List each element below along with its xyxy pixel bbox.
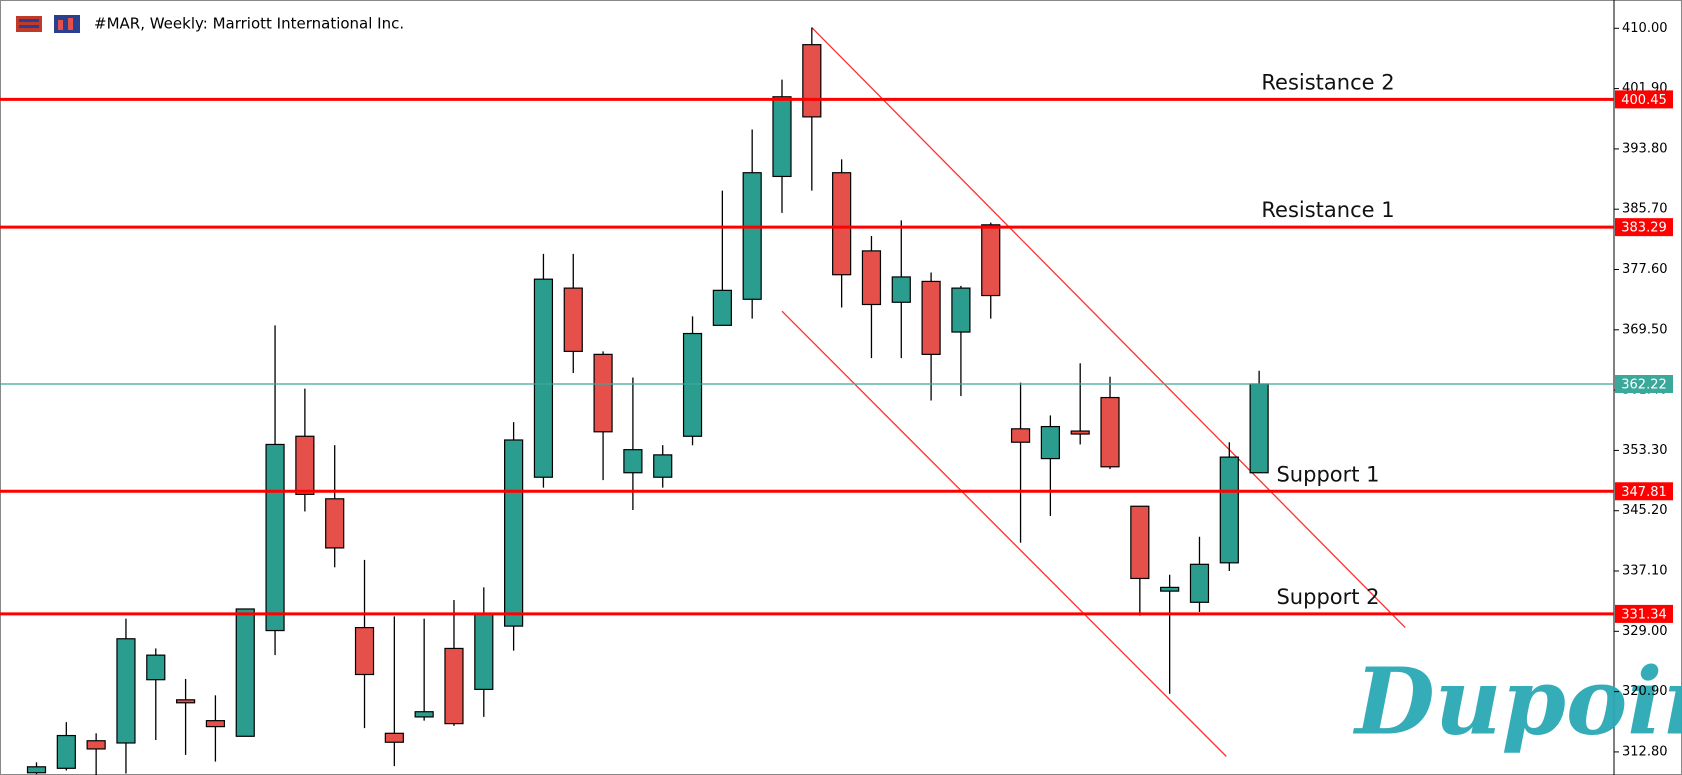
candle-body <box>593 353 613 433</box>
level-price-box <box>1615 375 1673 394</box>
level-price-label: 383.29 <box>1621 221 1667 236</box>
candle-body <box>533 278 554 478</box>
candle-body <box>772 96 792 178</box>
y-tick-label: 329.00 <box>1622 624 1668 639</box>
level-name: Support 1 <box>1276 462 1379 486</box>
candle-body <box>1130 505 1150 580</box>
level-price-box <box>1615 482 1673 501</box>
candle-body <box>1160 586 1180 592</box>
candle-body <box>1070 430 1090 435</box>
candle-body <box>265 443 285 632</box>
level-price-label: 362.22 <box>1621 378 1667 393</box>
candle-body <box>295 435 315 495</box>
y-tick-label: 410.00 <box>1622 21 1668 36</box>
candle-body <box>921 280 941 355</box>
level-price-box <box>1615 90 1673 109</box>
level-name: Support 2 <box>1276 585 1379 609</box>
level-price-box <box>1615 218 1673 237</box>
candle-body <box>1189 563 1210 603</box>
y-tick-label: 353.30 <box>1622 443 1668 458</box>
channel-line <box>781 310 1227 757</box>
candle-body <box>354 626 375 676</box>
y-tick-label: 377.60 <box>1622 262 1668 277</box>
candle-body <box>414 711 434 718</box>
candle-body <box>444 647 464 725</box>
candle-body <box>384 732 404 743</box>
level-price-label: 331.34 <box>1621 607 1667 622</box>
candle-body <box>86 740 106 750</box>
level-name: Resistance 1 <box>1261 198 1394 222</box>
candle-body <box>712 289 732 326</box>
candle-body <box>1100 396 1120 468</box>
candle-body <box>802 44 822 118</box>
candle-body <box>504 439 524 627</box>
candle-body <box>176 699 196 704</box>
candle-body <box>235 608 255 737</box>
candle-body <box>742 172 762 300</box>
candle-body <box>1010 428 1031 443</box>
candle-body <box>146 654 166 681</box>
candle-body <box>56 734 76 769</box>
watermark: Dupoin <box>1352 648 1682 756</box>
candle-body <box>1040 425 1060 460</box>
candle-body <box>891 276 911 303</box>
candle-body <box>653 454 673 478</box>
toolbar-icons <box>16 15 80 33</box>
candle-body <box>623 449 643 474</box>
candle-body <box>325 498 345 549</box>
y-tick-label: 312.80 <box>1622 744 1668 759</box>
candle-body <box>474 612 494 690</box>
candle-body <box>832 172 852 276</box>
candle-body <box>951 287 971 333</box>
candle-body <box>116 638 136 744</box>
y-tick-label: 337.10 <box>1622 564 1668 579</box>
candle-body <box>682 332 703 437</box>
level-price-box <box>1615 604 1673 623</box>
y-tick-label: 320.90 <box>1622 684 1668 699</box>
y-tick-label: 385.70 <box>1622 202 1668 217</box>
y-tick-label: 345.20 <box>1622 503 1668 518</box>
candle-body <box>1219 456 1239 564</box>
candle-body <box>26 766 47 774</box>
level-price-label: 347.81 <box>1621 485 1667 500</box>
y-tick-label: 393.80 <box>1622 141 1668 156</box>
candle-body <box>205 720 226 728</box>
candle-body <box>1249 383 1269 474</box>
level-name: Resistance 2 <box>1261 70 1394 94</box>
y-tick-label: 369.50 <box>1622 322 1668 337</box>
candle-body <box>861 250 882 306</box>
level-price-label: 400.45 <box>1621 93 1667 108</box>
candle-body <box>563 287 583 352</box>
chart-title: #MAR, Weekly: Marriott International Inc… <box>94 15 404 33</box>
candle-body <box>981 224 1001 297</box>
channel-line <box>811 27 1406 629</box>
